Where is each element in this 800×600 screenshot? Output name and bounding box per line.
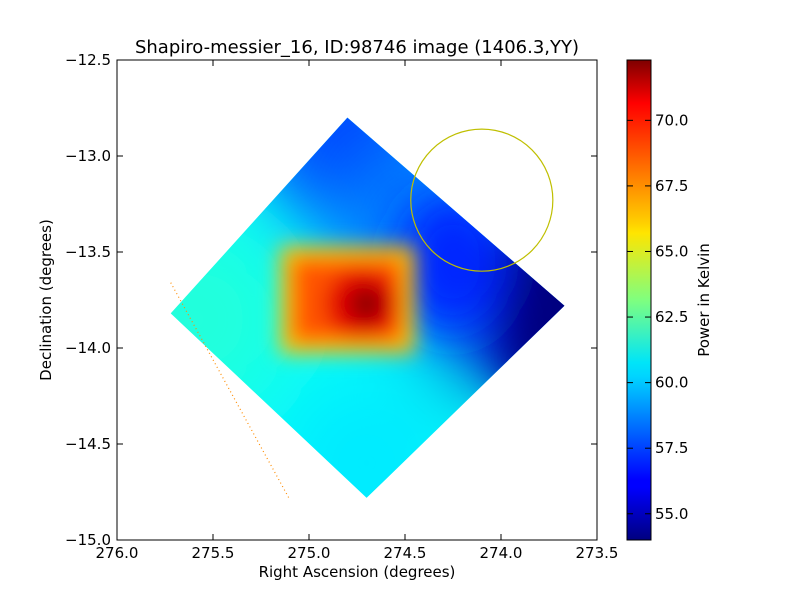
colorbar-tick-label: 55.0 [655, 505, 688, 523]
colorbar: 55.0 57.5 60.0 62.5 65.0 67.5 70.0 Power in Ke… [626, 59, 713, 541]
y-tick-label: −13.0 [65, 147, 111, 165]
y-axis-ticks: −12.5 −13.0 −13.5 −14.0 −14.5 −15.0 [65, 51, 597, 549]
x-axis-label: Right Ascension (degrees) [259, 563, 456, 581]
y-tick-label: −12.5 [65, 51, 111, 69]
colorbar-tick-label: 65.0 [655, 242, 688, 260]
colorbar-tick-label: 70.0 [655, 111, 688, 129]
x-tick-label: 274.0 [480, 544, 523, 562]
y-axis-label: Declination (degrees) [37, 219, 55, 381]
y-tick-label: −15.0 [65, 531, 111, 549]
y-tick-label: −14.5 [65, 435, 111, 453]
x-tick-label: 275.5 [192, 544, 235, 562]
colorbar-label: Power in Kelvin [695, 243, 713, 357]
y-tick-label: −14.0 [65, 339, 111, 357]
x-tick-label: 276.0 [96, 544, 139, 562]
chart-title: Shapiro-messier_16, ID:98746 image (1406… [135, 37, 579, 58]
x-tick-label: 274.5 [384, 544, 427, 562]
colorbar-tick-label: 62.5 [655, 308, 688, 326]
colorbar-gradient [626, 59, 652, 541]
y-tick-label: −13.5 [65, 243, 111, 261]
plot-frame [116, 59, 598, 541]
colorbar-tick-label: 60.0 [655, 374, 688, 392]
colorbar-tick-label: 67.5 [655, 177, 688, 195]
heatmap-peak [348, 285, 385, 322]
plot-area: 276.0 275.5 275.0 274.5 274.0 273.5 −12.5 −13.… [65, 51, 619, 562]
beam-circle [410, 128, 554, 272]
x-tick-label: 275.0 [288, 544, 331, 562]
x-axis-ticks: 276.0 275.5 275.0 274.5 274.0 273.5 [96, 60, 619, 562]
heatmap-region-1 [170, 224, 289, 415]
overlays [170, 128, 554, 500]
heatmap-region-2 [271, 368, 462, 498]
x-tick-label: 273.5 [576, 544, 619, 562]
colorbar-ticks: 55.0 57.5 60.0 62.5 65.0 67.5 70.0 [627, 111, 688, 523]
colorbar-tick-label: 57.5 [655, 439, 688, 457]
